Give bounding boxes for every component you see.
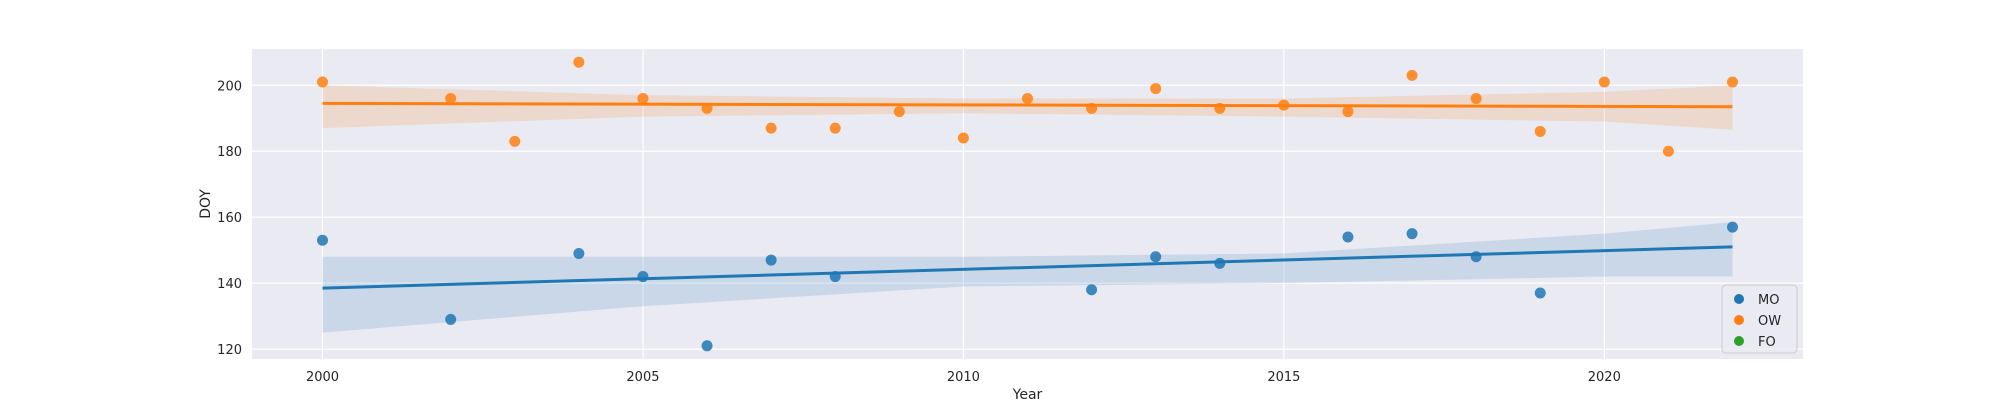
mo-point [1727, 221, 1738, 233]
regression-lines [322, 101, 1733, 290]
ow-point [1727, 76, 1738, 88]
x-tick-label: 2005 [626, 370, 659, 385]
ow-point [1534, 125, 1546, 137]
y-tick-label: 160 [217, 211, 242, 226]
ow-point [893, 106, 905, 118]
mo-point [765, 254, 777, 266]
ow-point [1662, 145, 1674, 157]
ow-regression-line [322, 101, 1733, 109]
mo-point [1086, 284, 1098, 296]
legend-marker-mo [1734, 294, 1744, 304]
y-tick-label: 140 [217, 277, 242, 292]
mo-point [637, 271, 649, 283]
ow-point [1598, 76, 1610, 88]
ow-point [637, 92, 649, 104]
legend-label-ow: OW [1758, 314, 1781, 329]
ow-point [701, 102, 713, 114]
ow-point [1342, 106, 1354, 118]
x-tick-label: 2010 [947, 370, 980, 385]
mo-point [445, 313, 457, 325]
ow-point [573, 56, 585, 68]
mo-point [317, 234, 328, 246]
y-tick-labels: 120 140 160 180 200 [217, 79, 242, 358]
mo-point [1342, 231, 1354, 243]
mo-point [573, 247, 585, 259]
y-axis-label: DOY [198, 189, 214, 219]
x-tick-label: 2020 [1588, 370, 1621, 385]
ow-point [1150, 83, 1162, 95]
mo-ci-band [322, 222, 1733, 333]
ow-ci-band [322, 85, 1733, 130]
ow-point [765, 122, 777, 134]
ow-point [1214, 102, 1226, 114]
ow-point [1086, 102, 1098, 114]
ow-point [829, 122, 841, 134]
ow-point [1278, 99, 1290, 111]
confidence-bands [322, 85, 1733, 333]
mo-point [1150, 251, 1162, 263]
mo-point [829, 271, 841, 283]
ow-point [509, 135, 521, 147]
legend: MO OW FO [1721, 284, 1798, 354]
mo-point [701, 340, 713, 352]
ow-point [445, 92, 457, 104]
x-tick-label: 2015 [1267, 370, 1300, 385]
ow-point [317, 76, 328, 88]
ow-point [1470, 92, 1482, 104]
mo-point [1214, 257, 1226, 269]
mo-point [1470, 251, 1482, 263]
x-tick-labels: 2000 2005 2010 2015 2020 [306, 370, 1621, 385]
data-points [317, 56, 1738, 352]
legend-label-fo: FO [1758, 335, 1776, 350]
x-tick-label: 2000 [306, 370, 339, 385]
grid-lines [252, 49, 1803, 359]
y-tick-label: 180 [217, 145, 242, 160]
legend-marker-fo [1734, 336, 1744, 346]
ow-point [1022, 92, 1033, 104]
x-axis-label: Year [1012, 387, 1043, 400]
ow-point [1406, 69, 1418, 81]
mo-point [1406, 228, 1418, 240]
y-tick-label: 200 [217, 79, 242, 94]
legend-marker-ow [1734, 315, 1744, 325]
y-tick-label: 120 [217, 343, 242, 358]
ow-point [957, 132, 969, 144]
legend-label-mo: MO [1758, 293, 1779, 308]
mo-regression-line [322, 245, 1733, 290]
mo-point [1534, 287, 1546, 299]
